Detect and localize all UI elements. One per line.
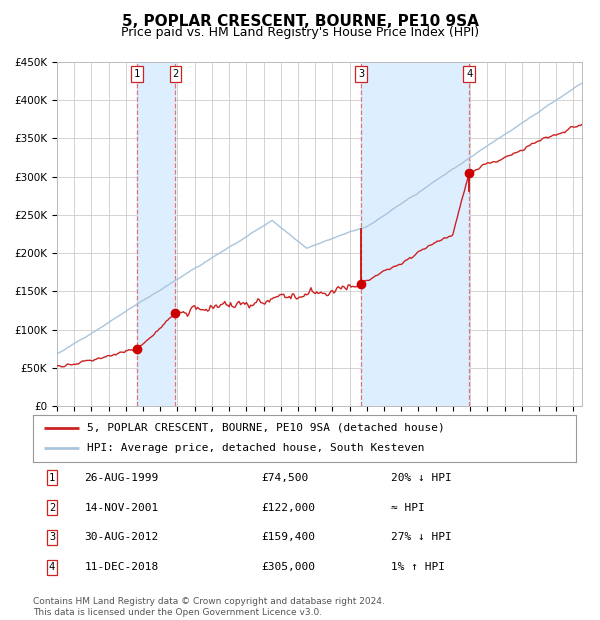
Text: 11-DEC-2018: 11-DEC-2018	[85, 562, 159, 572]
Text: 4: 4	[49, 562, 55, 572]
Text: 1: 1	[134, 69, 140, 79]
Text: 30-AUG-2012: 30-AUG-2012	[85, 533, 159, 542]
Text: 27% ↓ HPI: 27% ↓ HPI	[391, 533, 452, 542]
Text: 5, POPLAR CRESCENT, BOURNE, PE10 9SA: 5, POPLAR CRESCENT, BOURNE, PE10 9SA	[122, 14, 478, 29]
Text: 4: 4	[466, 69, 472, 79]
Text: HPI: Average price, detached house, South Kesteven: HPI: Average price, detached house, Sout…	[88, 443, 425, 453]
Text: £305,000: £305,000	[261, 562, 315, 572]
Text: 5, POPLAR CRESCENT, BOURNE, PE10 9SA (detached house): 5, POPLAR CRESCENT, BOURNE, PE10 9SA (de…	[88, 423, 445, 433]
Text: 3: 3	[358, 69, 364, 79]
Bar	[137, 62, 175, 406]
Text: 20% ↓ HPI: 20% ↓ HPI	[391, 472, 452, 483]
Text: 26-AUG-1999: 26-AUG-1999	[85, 472, 159, 483]
Text: 2: 2	[172, 69, 178, 79]
Text: Price paid vs. HM Land Registry's House Price Index (HPI): Price paid vs. HM Land Registry's House …	[121, 26, 479, 39]
Text: 1: 1	[49, 472, 55, 483]
Text: 3: 3	[49, 533, 55, 542]
Text: £74,500: £74,500	[261, 472, 308, 483]
Text: Contains HM Land Registry data © Crown copyright and database right 2024.
This d: Contains HM Land Registry data © Crown c…	[33, 598, 385, 617]
Text: £122,000: £122,000	[261, 503, 315, 513]
Text: 1% ↑ HPI: 1% ↑ HPI	[391, 562, 445, 572]
Text: ≈ HPI: ≈ HPI	[391, 503, 425, 513]
Text: £159,400: £159,400	[261, 533, 315, 542]
Text: 14-NOV-2001: 14-NOV-2001	[85, 503, 159, 513]
Bar	[361, 62, 469, 406]
Text: 2: 2	[49, 503, 55, 513]
